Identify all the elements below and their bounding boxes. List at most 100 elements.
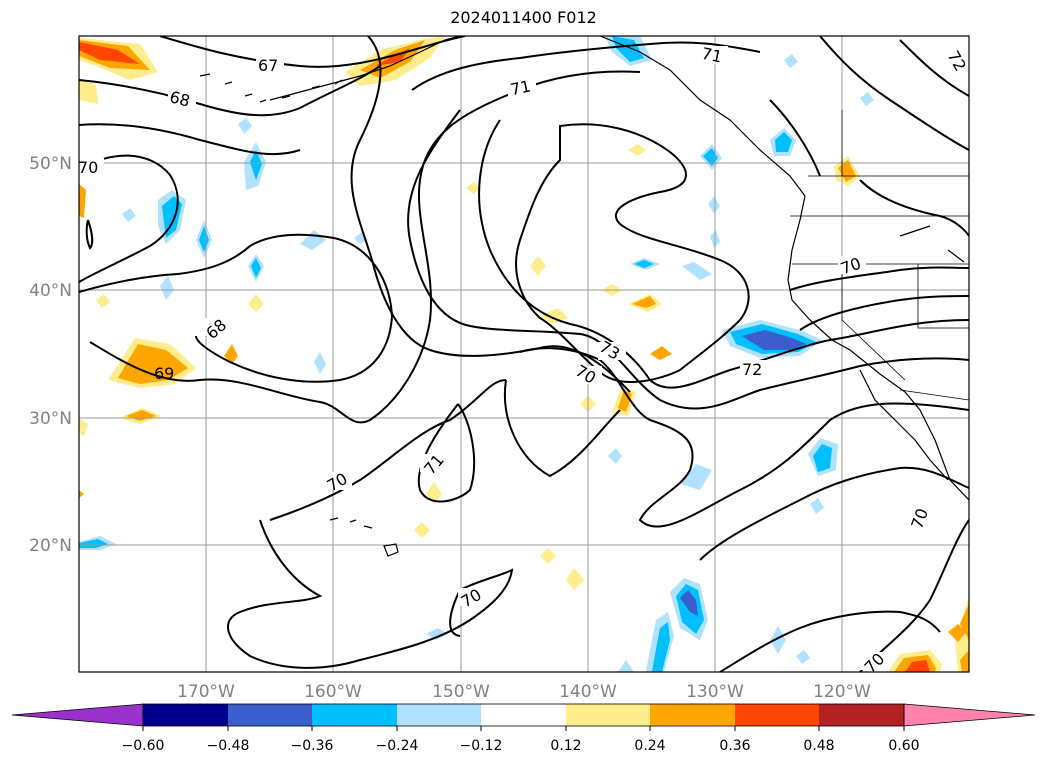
contour-label: 68 <box>168 87 193 111</box>
hawaii-islands <box>329 517 399 557</box>
state-border <box>917 264 969 329</box>
shade-patch <box>680 590 698 616</box>
contour-line <box>769 99 821 177</box>
shade-patch <box>784 54 798 68</box>
aleutian-islands <box>199 73 343 103</box>
colorbar: −0.60 −0.48 −0.36 −0.24 −0.12 0.12 0.24 … <box>11 703 1036 754</box>
shade-patch <box>79 184 86 218</box>
shade-patch <box>680 464 712 490</box>
lat-label: 20°N <box>29 536 72 556</box>
negative-anomaly-patches <box>79 36 874 672</box>
colorbar-segment <box>143 704 228 726</box>
contour-line <box>350 36 631 393</box>
colorbar-segment <box>312 704 397 726</box>
colorbar-segment <box>397 704 481 726</box>
contour-line <box>85 219 94 250</box>
lon-label: 160°W <box>304 682 362 702</box>
contour-line <box>515 123 750 383</box>
colorbar-tick-label: −0.36 <box>291 738 334 754</box>
contour-line <box>79 123 301 156</box>
lon-label: 140°W <box>559 682 617 702</box>
colorbar-extend-high <box>903 703 1036 727</box>
longitude-labels: 170°W 160°W 150°W 140°W 130°W 120°W <box>177 682 871 702</box>
contour-line <box>719 610 941 672</box>
contour-label: 67 <box>258 56 278 75</box>
colorbar-tick-label: −0.24 <box>376 738 419 754</box>
contour-label: 69 <box>154 364 174 383</box>
colorbar-segment <box>228 704 312 726</box>
shade-patch <box>708 196 720 214</box>
shade-patch <box>79 80 98 104</box>
shade-patch <box>79 539 108 548</box>
colorbar-extend-low <box>11 703 144 727</box>
contour-line <box>227 519 514 669</box>
shade-patch <box>775 132 792 152</box>
shade-patch <box>948 624 966 642</box>
shade-patch <box>960 650 969 672</box>
map-title: 2024011400 F012 <box>450 8 597 27</box>
contour-line <box>503 379 621 478</box>
shade-patch <box>652 622 670 672</box>
shade-patch <box>466 182 480 194</box>
shade-patch <box>122 208 136 222</box>
lon-label: 170°W <box>177 682 235 702</box>
colorbar-ticks <box>142 726 905 731</box>
shade-patch <box>118 344 188 384</box>
shade-patch <box>530 256 546 276</box>
contour-lines <box>79 36 969 672</box>
colorbar-segment <box>481 704 566 726</box>
shade-patch <box>742 330 806 350</box>
mexico-border <box>899 389 969 401</box>
shade-patch <box>540 308 568 324</box>
colorbar-tick-label: 0.24 <box>634 738 665 754</box>
shade-patch <box>248 294 264 312</box>
lon-label: 120°W <box>813 682 871 702</box>
map-background <box>79 36 969 672</box>
colorbar-segment <box>735 704 819 726</box>
shade-patch <box>238 118 252 134</box>
shade-patch <box>608 448 622 464</box>
shade-patch <box>414 522 430 538</box>
shade-patch <box>251 258 261 278</box>
contour-line <box>699 466 969 561</box>
shade-patch <box>810 498 824 514</box>
lon-label: 130°W <box>686 682 744 702</box>
shade-patch <box>650 346 672 360</box>
shade-patch <box>224 344 238 364</box>
contour-line <box>819 36 969 151</box>
lat-label: 40°N <box>29 281 72 301</box>
colorbar-tick-labels: −0.60 −0.48 −0.36 −0.24 −0.12 0.12 0.24 … <box>122 738 920 754</box>
colorbar-tick-label: 0.60 <box>888 738 919 754</box>
state-border <box>841 264 906 381</box>
colorbar-segment <box>650 704 735 726</box>
colorbar-tick-label: 0.12 <box>550 738 581 754</box>
colorbar-segment <box>819 704 904 726</box>
shade-patch <box>960 604 969 640</box>
positive-anomaly-patches <box>79 36 969 672</box>
colorbar-frame <box>142 703 905 727</box>
contour-label: 72 <box>742 360 762 379</box>
latitude-labels: 50°N 40°N 30°N 20°N <box>29 154 72 556</box>
shade-patch <box>314 352 326 374</box>
contour-label: 70 <box>78 158 98 177</box>
shade-patch <box>682 262 712 280</box>
colorbar-segment <box>566 704 650 726</box>
shade-patch <box>860 92 874 106</box>
shade-patch <box>354 232 368 244</box>
contour-line <box>79 65 381 117</box>
shade-patch <box>426 628 448 640</box>
contour-line <box>89 70 641 424</box>
contour-line <box>411 41 761 91</box>
shade-patch <box>618 660 634 672</box>
shade-patch <box>96 294 110 308</box>
alaska-panhandle <box>599 36 806 197</box>
shade-patch <box>796 650 810 664</box>
shade-patch <box>612 36 644 62</box>
shade-patch <box>250 150 262 180</box>
lon-label: 150°W <box>432 682 490 702</box>
lat-label: 50°N <box>29 154 72 174</box>
pacific-northwest-coast <box>787 195 969 501</box>
colorbar-tick-label: −0.12 <box>460 738 503 754</box>
contour-line <box>79 154 179 283</box>
